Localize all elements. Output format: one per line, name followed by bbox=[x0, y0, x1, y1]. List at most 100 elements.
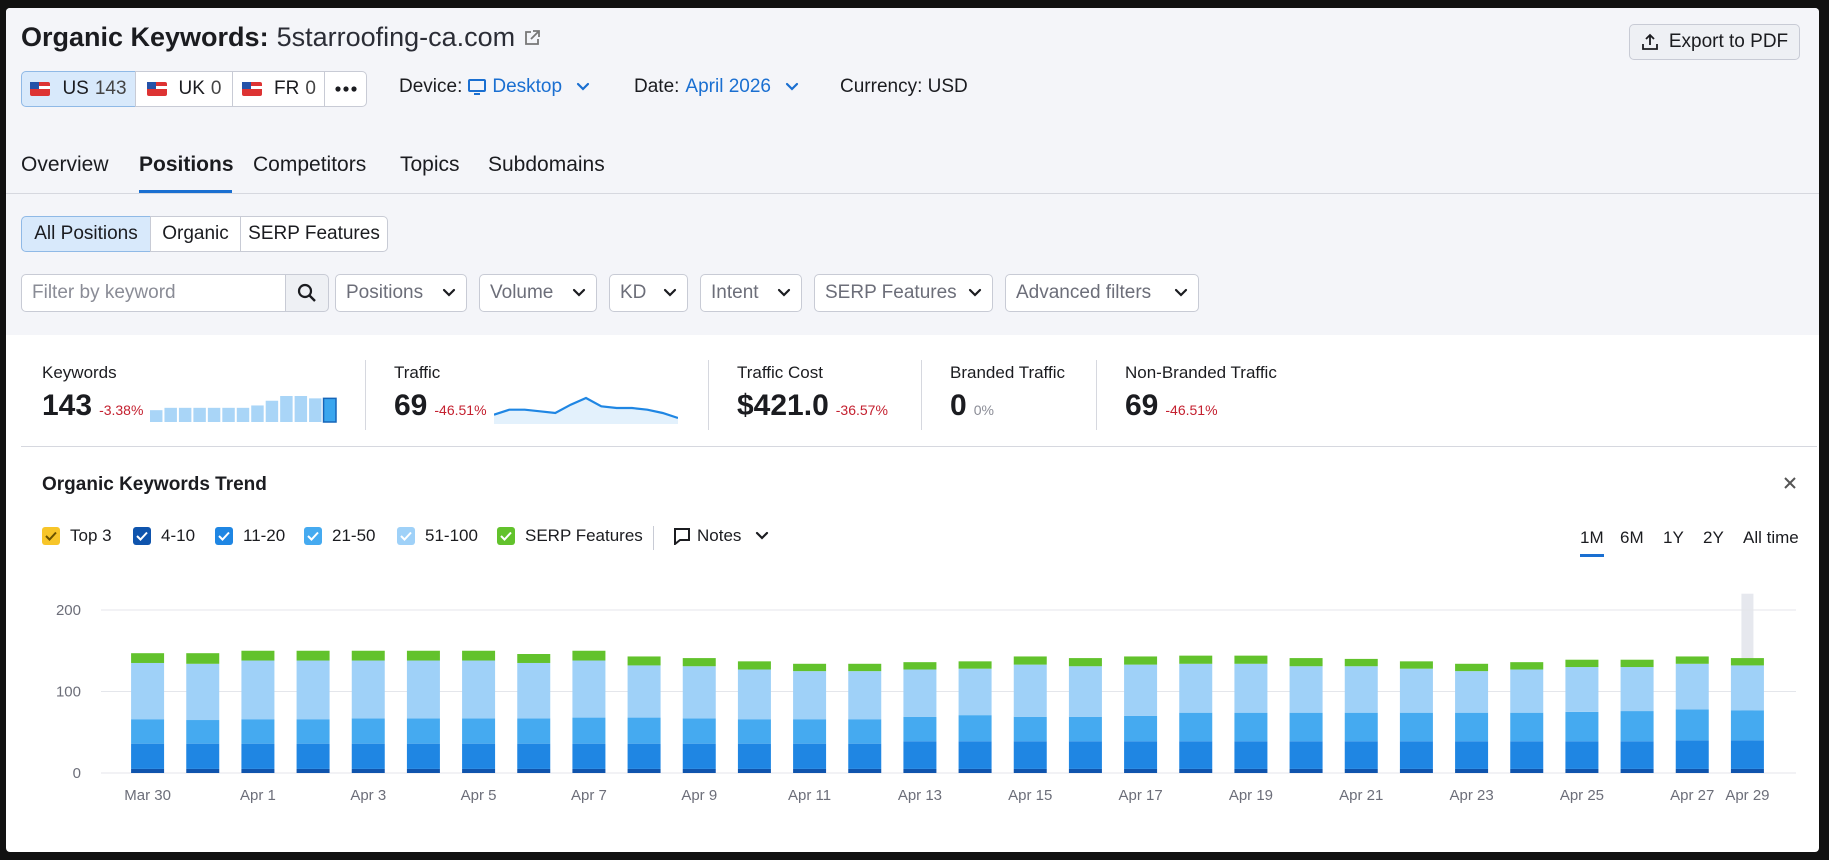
nav-tab[interactable]: Overview bbox=[21, 153, 109, 176]
bar-segment bbox=[1124, 656, 1158, 665]
bar-segment bbox=[186, 653, 220, 664]
bar-segment bbox=[1565, 659, 1599, 668]
more-databases[interactable] bbox=[324, 71, 367, 107]
sparkline-bar bbox=[150, 410, 163, 422]
position-filter[interactable]: Organic bbox=[150, 216, 241, 252]
x-tick-label: Apr 3 bbox=[350, 787, 386, 804]
position-filter[interactable]: SERP Features bbox=[240, 216, 388, 252]
filter-dropdown[interactable]: Intent bbox=[700, 274, 802, 312]
export-button[interactable]: Export to PDF bbox=[1629, 24, 1800, 60]
bar-segment bbox=[793, 743, 827, 769]
bar-segment bbox=[1510, 662, 1544, 670]
bar-segment bbox=[1289, 666, 1323, 713]
legend-label: 11-20 bbox=[243, 526, 286, 545]
database-tab[interactable]: US 143 bbox=[21, 71, 136, 107]
period-tab[interactable]: All time bbox=[1743, 528, 1799, 547]
bar-segment bbox=[1234, 712, 1268, 742]
database-tab[interactable]: FR 0 bbox=[232, 71, 326, 107]
bar-segment bbox=[1344, 741, 1378, 769]
bar-segment bbox=[1620, 768, 1654, 773]
search-button[interactable] bbox=[285, 274, 329, 312]
bar-segment bbox=[1565, 711, 1599, 742]
database-count: 0 bbox=[305, 78, 316, 99]
icon bbox=[785, 82, 799, 91]
bar-segment bbox=[572, 768, 606, 773]
title-row: Organic Keywords: 5starroofing-ca.com bbox=[21, 22, 541, 53]
date-select[interactable]: Date: April 2026 bbox=[634, 76, 799, 98]
bar-segment bbox=[737, 719, 771, 744]
legend-item[interactable]: SERP Features bbox=[497, 526, 643, 546]
bar-segment bbox=[682, 743, 716, 769]
filter-dropdown[interactable]: SERP Features bbox=[814, 274, 993, 312]
nav-tab[interactable]: Subdomains bbox=[488, 153, 605, 176]
legend-item[interactable]: 11-20 bbox=[215, 526, 285, 546]
filter-label: Volume bbox=[490, 282, 554, 303]
bar-segment bbox=[958, 741, 992, 769]
legend-separator bbox=[653, 526, 654, 550]
icon bbox=[1641, 33, 1658, 50]
legend-item[interactable]: Top 3 bbox=[42, 526, 112, 546]
metric-change: -46.51% bbox=[1165, 402, 1218, 418]
x-tick-label: Apr 25 bbox=[1560, 787, 1604, 804]
bar-segment bbox=[958, 668, 992, 716]
bar-segment bbox=[793, 768, 827, 773]
bar-segment bbox=[627, 768, 661, 773]
domain[interactable]: 5starroofing-ca.com bbox=[276, 22, 516, 52]
bar-segment bbox=[241, 719, 275, 744]
period-tab[interactable]: 6M bbox=[1620, 528, 1644, 547]
x-tick-label: Apr 9 bbox=[681, 787, 717, 804]
sparkline bbox=[150, 396, 337, 423]
x-tick-label: Apr 27 bbox=[1670, 787, 1714, 804]
bar-segment bbox=[351, 660, 385, 719]
bar-segment bbox=[1399, 668, 1433, 713]
device-select[interactable]: Device: Desktop bbox=[399, 76, 590, 98]
filter-label: KD bbox=[620, 282, 647, 303]
bar-segment bbox=[1068, 768, 1102, 773]
period-tab[interactable]: 2Y bbox=[1703, 528, 1724, 547]
period-tab[interactable]: 1M bbox=[1580, 528, 1604, 547]
bar-segment bbox=[517, 662, 551, 719]
nav-tab[interactable]: Competitors bbox=[253, 153, 367, 176]
icon bbox=[756, 531, 769, 540]
bar-segment bbox=[1289, 768, 1323, 773]
nav-tab[interactable]: Topics bbox=[400, 153, 460, 176]
bar-segment bbox=[903, 768, 937, 773]
legend-label: SERP Features bbox=[525, 526, 643, 545]
legend-item[interactable]: 51-100 bbox=[397, 526, 478, 546]
position-filter[interactable]: All Positions bbox=[21, 216, 151, 252]
x-tick-label: Apr 11 bbox=[788, 787, 831, 804]
legend-item[interactable]: 21-50 bbox=[304, 526, 375, 546]
close-button[interactable] bbox=[1783, 476, 1797, 495]
filter-dropdown[interactable]: KD bbox=[609, 274, 688, 312]
database-tab[interactable]: UK 0 bbox=[135, 71, 233, 107]
bar-segment bbox=[737, 669, 771, 720]
notes-dropdown[interactable]: Notes bbox=[673, 526, 769, 546]
bar-segment bbox=[1068, 741, 1102, 769]
filter-dropdown[interactable]: Positions bbox=[335, 274, 467, 312]
legend-item[interactable]: 4-10 bbox=[133, 526, 195, 546]
chart-title: Organic Keywords Trend bbox=[42, 474, 267, 495]
bar-segment bbox=[1289, 658, 1323, 667]
device-value: Desktop bbox=[492, 76, 563, 97]
search-input[interactable]: Filter by keyword bbox=[21, 274, 286, 312]
icon bbox=[576, 82, 590, 91]
x-tick-label: Apr 17 bbox=[1118, 787, 1162, 804]
filter-dropdown[interactable]: Volume bbox=[479, 274, 597, 312]
period-underline bbox=[1580, 554, 1604, 557]
bar-segment bbox=[1565, 667, 1599, 712]
bar-segment bbox=[903, 741, 937, 769]
metric-row: 143 -3.38% bbox=[42, 389, 143, 423]
bar-segment bbox=[241, 660, 275, 720]
legend-label: 21-50 bbox=[332, 526, 376, 545]
nav-tab[interactable]: Positions bbox=[139, 153, 234, 176]
icon bbox=[397, 527, 415, 545]
bar-segment bbox=[241, 743, 275, 769]
bar-segment bbox=[1620, 741, 1654, 769]
icon bbox=[572, 288, 586, 297]
icon bbox=[30, 82, 51, 96]
bar-segment bbox=[1675, 709, 1709, 741]
filter-dropdown[interactable]: Advanced filters bbox=[1005, 274, 1199, 312]
metric-value: 69 bbox=[394, 389, 428, 422]
tabs-divider bbox=[6, 193, 1819, 194]
period-tab[interactable]: 1Y bbox=[1663, 528, 1684, 547]
